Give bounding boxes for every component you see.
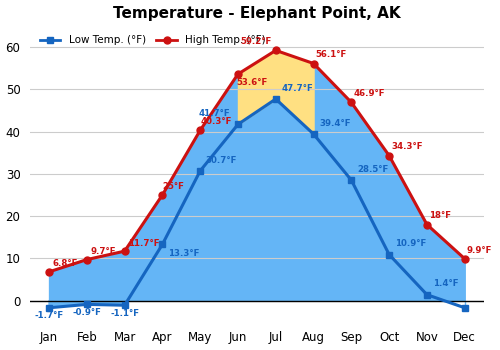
Text: 53.6°F: 53.6°F [236, 78, 268, 87]
Text: 18°F: 18°F [429, 211, 451, 220]
Legend: Low Temp. (°F), High Temp. (°F): Low Temp. (°F), High Temp. (°F) [36, 31, 270, 49]
Text: -0.9°F: -0.9°F [72, 308, 102, 317]
Low Temp. (°F) [197, 169, 203, 173]
Low Temp. (°F) [235, 122, 241, 126]
Text: 9.9°F: 9.9°F [466, 246, 492, 254]
Text: 11.7°F: 11.7°F [128, 239, 160, 248]
Line: Low Temp. (°F): Low Temp. (°F) [46, 96, 468, 311]
Text: 39.4°F: 39.4°F [319, 119, 350, 128]
Text: 34.3°F: 34.3°F [391, 142, 422, 152]
Text: 59.2°F: 59.2°F [240, 37, 272, 46]
High Temp. (°F) [160, 193, 166, 197]
High Temp. (°F) [424, 222, 430, 226]
Low Temp. (°F) [160, 242, 166, 246]
Text: 13.3°F: 13.3°F [168, 250, 200, 258]
Text: 56.1°F: 56.1°F [316, 50, 346, 59]
Low Temp. (°F) [84, 302, 90, 307]
Text: 9.7°F: 9.7°F [90, 247, 116, 256]
Text: 1.4°F: 1.4°F [432, 279, 458, 288]
High Temp. (°F) [348, 100, 354, 105]
Low Temp. (°F) [424, 293, 430, 297]
Low Temp. (°F) [462, 306, 468, 310]
Low Temp. (°F) [348, 178, 354, 182]
Title: Temperature - Elephant Point, AK: Temperature - Elephant Point, AK [113, 6, 401, 21]
Text: 30.7°F: 30.7°F [206, 155, 237, 164]
Text: 40.3°F: 40.3°F [200, 117, 232, 126]
High Temp. (°F) [386, 154, 392, 158]
Low Temp. (°F) [46, 306, 52, 310]
High Temp. (°F) [122, 249, 128, 253]
High Temp. (°F) [273, 48, 279, 52]
Text: 28.5°F: 28.5°F [357, 165, 388, 174]
Text: 41.7°F: 41.7°F [199, 109, 230, 118]
Text: -1.1°F: -1.1°F [110, 309, 139, 317]
High Temp. (°F) [197, 128, 203, 132]
Text: -1.7°F: -1.7°F [34, 311, 64, 320]
Text: 47.7°F: 47.7°F [282, 84, 313, 93]
High Temp. (°F) [462, 257, 468, 261]
Text: 10.9°F: 10.9°F [395, 239, 426, 248]
Text: 46.9°F: 46.9°F [353, 89, 384, 98]
Line: High Temp. (°F): High Temp. (°F) [46, 47, 468, 275]
Low Temp. (°F) [273, 97, 279, 101]
Low Temp. (°F) [386, 252, 392, 257]
High Temp. (°F) [310, 61, 316, 65]
Low Temp. (°F) [310, 132, 316, 136]
Low Temp. (°F) [122, 303, 128, 307]
Text: 6.8°F: 6.8°F [53, 259, 78, 268]
Text: 25°F: 25°F [162, 182, 184, 191]
High Temp. (°F) [46, 270, 52, 274]
High Temp. (°F) [235, 72, 241, 76]
High Temp. (°F) [84, 258, 90, 262]
